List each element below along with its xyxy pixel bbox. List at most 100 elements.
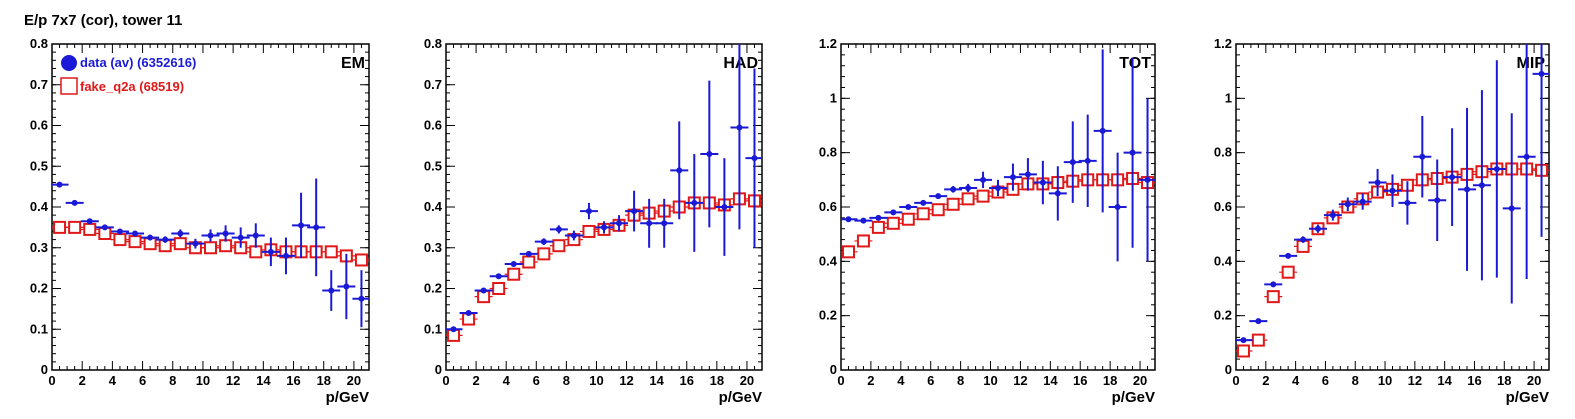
data-point <box>222 230 229 237</box>
data-point <box>1493 165 1500 172</box>
data-point <box>555 226 562 233</box>
x-tick-label: 18 <box>1103 373 1117 388</box>
y-tick-label: 0.8 <box>1214 145 1232 160</box>
data-point <box>1240 337 1247 344</box>
fake-point <box>507 267 521 281</box>
fake-point <box>1266 290 1280 304</box>
data-point <box>237 234 244 241</box>
x-tick-label: 16 <box>1467 373 1481 388</box>
fake-point <box>931 203 945 217</box>
data-point <box>1523 153 1530 160</box>
legend: data (av) (6352616) fake_q2a (68519) <box>60 55 196 95</box>
fake-point <box>961 192 975 206</box>
x-tick-label: 20 <box>1527 373 1541 388</box>
data-point <box>1099 127 1106 134</box>
x-tick-label: 4 <box>109 373 117 388</box>
legend-data-label: data (av) (6352616) <box>80 55 196 70</box>
data-point <box>525 250 532 257</box>
data-point <box>601 224 607 231</box>
y-tick-label: 1.2 <box>819 36 837 51</box>
data-point <box>207 232 214 239</box>
legend-data-marker <box>61 55 77 71</box>
data-point <box>751 155 758 162</box>
data-point <box>480 287 487 294</box>
fake-point <box>354 253 368 267</box>
legend-fake-label: fake_q2a (68519) <box>80 79 184 94</box>
data-point <box>495 273 502 280</box>
y-tick-label: 0.4 <box>30 199 49 214</box>
data-point <box>56 181 63 188</box>
data-point <box>860 217 867 224</box>
data-point <box>177 230 184 237</box>
fake-point <box>113 233 127 247</box>
x-tick-label: 12 <box>619 373 633 388</box>
fake-point <box>492 282 506 295</box>
data-point <box>706 151 713 158</box>
y-tick-label: 0.6 <box>30 118 48 133</box>
y-tick-label: 0.7 <box>30 77 48 92</box>
plot-area <box>1236 44 1549 358</box>
fake-point <box>173 237 187 251</box>
data-point <box>1464 186 1471 193</box>
data-point <box>132 230 139 237</box>
y-tick-label: 0.8 <box>819 145 837 160</box>
x-tick-label: 18 <box>316 373 330 388</box>
x-tick-label: 6 <box>1322 373 1329 388</box>
data-point <box>905 204 912 210</box>
y-tick-label: 0.1 <box>424 321 442 336</box>
fake-point <box>249 245 263 259</box>
fake-point <box>871 220 885 234</box>
data-point <box>465 309 472 316</box>
y-tick-label: 0 <box>1225 362 1232 377</box>
y-tick-label: 0.6 <box>1214 199 1232 214</box>
x-tick-label: 10 <box>589 373 603 388</box>
data-point <box>1024 171 1031 178</box>
x-tick-label: 2 <box>472 373 479 388</box>
x-tick-label: 2 <box>1262 373 1269 388</box>
y-tick-label: 0.8 <box>30 36 48 51</box>
x-tick-label: 18 <box>710 373 724 388</box>
data-point <box>282 252 289 259</box>
data-point <box>1478 182 1485 189</box>
y-tick-label: 1 <box>1225 90 1232 105</box>
data-point <box>1255 318 1262 325</box>
data-point <box>676 167 683 174</box>
data-point <box>890 209 897 216</box>
data-point <box>920 199 927 206</box>
data-point <box>646 220 653 227</box>
x-tick-label: 6 <box>533 373 540 388</box>
x-tick-label: 0 <box>837 373 844 388</box>
y-tick-label: 1 <box>830 90 837 105</box>
x-tick-label: 20 <box>740 373 754 388</box>
data-point <box>328 287 335 294</box>
data-point <box>721 204 728 210</box>
plot-area <box>841 49 1155 262</box>
fake-point <box>537 247 551 261</box>
x-axis-title: p/GeV <box>326 389 369 406</box>
data-point <box>845 216 852 223</box>
x-tick-label: 16 <box>286 373 300 388</box>
x-axis-title: p/GeV <box>1506 389 1549 406</box>
data-point <box>116 228 123 235</box>
data-point <box>1404 199 1411 206</box>
panel-label: MIP <box>1517 55 1546 72</box>
data-point <box>1144 176 1151 183</box>
data-point <box>510 261 517 268</box>
y-tick-label: 0.2 <box>30 281 48 296</box>
fake-point <box>324 245 338 259</box>
y-tick-label: 0.3 <box>424 240 442 255</box>
x-tick-label: 16 <box>1073 373 1087 388</box>
data-point <box>1359 198 1366 205</box>
data-point <box>585 208 592 215</box>
chart-panel-had: 0 2 4 6 8 10 12 14 16 18 20 0 0.1 0.2 0.3 0.4 0.5 0.6 0.7 0… <box>424 36 763 406</box>
data-point <box>1054 190 1061 197</box>
fake-point <box>552 239 566 253</box>
data-point <box>1084 157 1091 164</box>
y-tick-label: 0.4 <box>819 253 838 268</box>
data-point <box>1329 212 1336 219</box>
plot-area <box>446 44 762 342</box>
y-tick-label: 0.4 <box>424 199 443 214</box>
data-point <box>1114 204 1121 210</box>
data-point <box>252 232 259 239</box>
data-point <box>162 236 169 243</box>
